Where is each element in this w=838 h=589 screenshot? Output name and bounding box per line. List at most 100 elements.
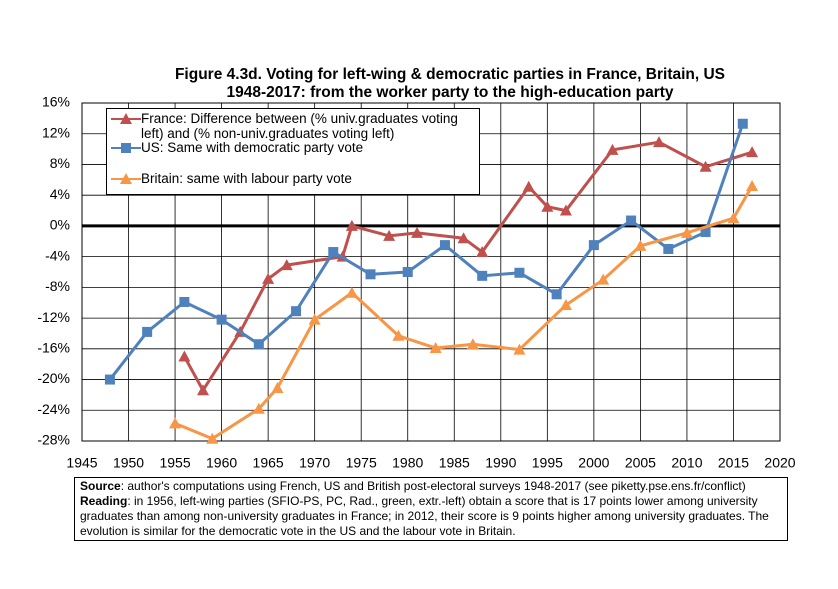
note-label: Source — [80, 479, 121, 493]
marker — [457, 232, 470, 244]
marker — [179, 296, 190, 307]
marker — [104, 374, 115, 385]
footnote: Source: author's computations using Fren… — [74, 477, 788, 541]
y-tick-label: -24% — [37, 401, 70, 417]
note-label: Reading — [80, 494, 128, 508]
y-tick-label: -12% — [37, 309, 70, 325]
x-tick-label: 2020 — [764, 455, 795, 471]
legend-marker — [120, 113, 132, 124]
x-tick-label: 1945 — [66, 455, 97, 471]
legend-label: Britain: same with labour party vote — [141, 171, 352, 186]
marker — [411, 226, 424, 238]
y-tick-label: 8% — [50, 155, 70, 171]
marker — [597, 273, 610, 285]
x-tick-label: 2000 — [578, 455, 609, 471]
marker — [253, 339, 264, 350]
legend-marker — [121, 143, 131, 153]
y-tick-label: -28% — [37, 432, 70, 448]
legend-marker-shape — [120, 113, 132, 124]
marker — [699, 160, 712, 172]
marker — [551, 289, 562, 300]
marker — [559, 299, 572, 311]
legend-marker-shape — [121, 143, 131, 153]
marker — [383, 229, 396, 241]
legend-item: France: Difference between (% univ.gradu… — [111, 111, 477, 141]
x-tick-label: 1960 — [206, 455, 237, 471]
legend: France: Difference between (% univ.gradu… — [106, 108, 480, 195]
x-tick-label: 1995 — [532, 455, 563, 471]
legend-marker-shape — [120, 173, 132, 184]
marker — [513, 343, 526, 355]
series-line — [174, 185, 754, 441]
marker — [476, 246, 489, 258]
note-text: : author's computations using French, US… — [120, 479, 746, 493]
marker — [262, 272, 275, 284]
marker — [746, 179, 759, 191]
marker — [634, 239, 647, 251]
marker — [626, 215, 637, 226]
marker — [142, 326, 153, 337]
y-tick-label: 4% — [50, 186, 70, 202]
x-tick-label: 1950 — [113, 455, 144, 471]
marker — [541, 200, 554, 212]
legend-item: US: Same with democratic party vote — [111, 140, 477, 155]
marker — [477, 270, 488, 281]
legend-swatch — [111, 143, 141, 153]
x-tick-label: 1955 — [159, 455, 190, 471]
x-tick-label: 1985 — [439, 455, 470, 471]
marker — [178, 350, 191, 362]
marker — [365, 269, 376, 280]
marker — [308, 313, 321, 325]
x-tick-label: 1975 — [346, 455, 377, 471]
marker — [466, 338, 479, 350]
marker — [402, 267, 413, 277]
x-tick-label: 2005 — [625, 455, 656, 471]
y-tick-label: 0% — [50, 217, 70, 233]
marker — [700, 227, 711, 238]
x-tick-label: 1980 — [392, 455, 423, 471]
x-tick-label: 1965 — [253, 455, 284, 471]
legend-label: US: Same with democratic party vote — [141, 140, 364, 155]
y-tick-label: 12% — [42, 124, 70, 140]
marker — [514, 267, 525, 278]
y-tick-label: -16% — [37, 340, 70, 356]
note-text: : in 1956, left-wing parties (SFIO-PS, P… — [80, 494, 769, 538]
marker — [328, 247, 339, 258]
x-tick-label: 2010 — [671, 455, 702, 471]
marker — [727, 212, 740, 224]
x-tick-label: 1990 — [485, 455, 516, 471]
marker — [196, 384, 209, 396]
chart-title: 1948-2017: from the worker party to the … — [226, 84, 673, 101]
marker — [345, 219, 358, 231]
marker — [746, 146, 759, 158]
y-tick-label: -20% — [37, 370, 70, 386]
marker — [439, 240, 450, 251]
marker — [429, 342, 442, 354]
marker — [653, 136, 666, 148]
y-tick-label: 16% — [42, 94, 70, 110]
marker — [280, 259, 293, 271]
series-line — [183, 140, 753, 394]
marker — [680, 226, 693, 238]
chart-title: Figure 4.3d. Voting for left-wing & demo… — [175, 66, 725, 83]
marker — [606, 143, 619, 155]
x-tick-label: 2015 — [718, 455, 749, 471]
marker — [291, 306, 302, 317]
marker — [663, 243, 674, 254]
marker — [522, 180, 535, 192]
y-tick-label: -8% — [45, 278, 70, 294]
marker — [271, 381, 284, 393]
legend-marker — [120, 173, 132, 184]
marker — [737, 118, 748, 129]
marker — [345, 286, 358, 298]
legend-label: France: Difference between (% univ.gradu… — [141, 111, 458, 141]
marker — [169, 417, 182, 429]
marker — [206, 432, 219, 444]
y-tick-label: -4% — [45, 247, 70, 263]
series-line — [108, 123, 745, 381]
marker — [588, 240, 599, 251]
legend-swatch — [111, 113, 141, 124]
x-tick-label: 1970 — [299, 455, 330, 471]
legend-swatch — [111, 173, 141, 184]
